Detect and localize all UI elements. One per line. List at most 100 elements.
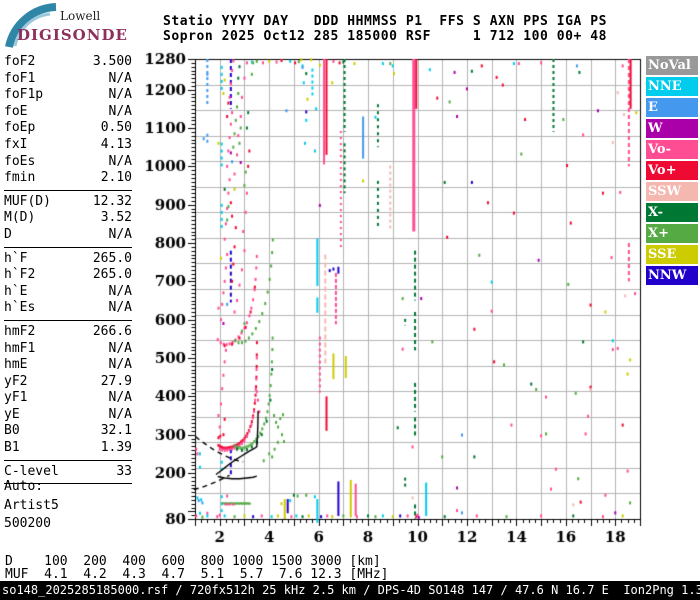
parameter-value: 1.39 bbox=[100, 440, 132, 456]
parameter-label: fmin bbox=[4, 170, 36, 186]
parameter-value: 33 bbox=[116, 463, 132, 479]
legend-item-x: X- bbox=[646, 203, 698, 222]
parameter-label: C-level bbox=[4, 463, 59, 479]
parameter-value: 265.0 bbox=[92, 267, 132, 283]
parameter-row: hmF1 N/A bbox=[4, 341, 132, 358]
parameter-row: C-level 33 bbox=[4, 464, 132, 481]
ionogram-plot bbox=[140, 45, 652, 545]
parameter-label: hmF2 bbox=[4, 323, 36, 339]
parameter-row: yF1 N/A bbox=[4, 390, 132, 407]
parameter-label: D bbox=[4, 226, 12, 242]
parameter-row: B1 1.39 bbox=[4, 440, 132, 457]
parameter-label: yF1 bbox=[4, 390, 28, 406]
legend-item-nne: NNE bbox=[646, 77, 698, 96]
parameter-label: foF2 bbox=[4, 54, 36, 69]
legend-item-vo: Vo- bbox=[646, 140, 698, 159]
parameter-value: 32.1 bbox=[100, 423, 132, 439]
parameter-label: h`Es bbox=[4, 300, 36, 316]
parameter-value: N/A bbox=[108, 70, 132, 86]
legend-item-x: X+ bbox=[646, 224, 698, 243]
parameter-row: h`F2 265.0 bbox=[4, 267, 132, 284]
parameter-value: N/A bbox=[108, 103, 132, 119]
parameter-value: N/A bbox=[108, 283, 132, 299]
status-bar: so148_2025285185000.rsf / 720fx512h 25 k… bbox=[0, 581, 700, 600]
legend-item-vo: Vo+ bbox=[646, 161, 698, 180]
parameter-value: 265.0 bbox=[92, 250, 132, 266]
legend-item-ssw: SSW bbox=[646, 182, 698, 201]
parameter-value: N/A bbox=[108, 87, 132, 103]
parameter-value: N/A bbox=[108, 340, 132, 356]
parameter-value: 3.52 bbox=[100, 210, 132, 226]
parameter-row: hmE N/A bbox=[4, 357, 132, 374]
parameter-label: foEs bbox=[4, 153, 36, 169]
parameter-value: N/A bbox=[108, 390, 132, 406]
parameter-value: 3.500 bbox=[92, 54, 132, 69]
parameter-row: h`F 265.0 bbox=[4, 251, 132, 268]
panel-divider bbox=[4, 246, 132, 248]
logo-arc-icon bbox=[5, 3, 57, 48]
parameter-value: 266.6 bbox=[92, 323, 132, 339]
legend-item-e: E bbox=[646, 98, 698, 117]
panel-divider bbox=[4, 319, 132, 321]
parameter-label: foF1 bbox=[4, 70, 36, 86]
parameter-label: yE bbox=[4, 406, 20, 422]
distance-row: D 100 200 400 600 800 1000 1500 3000 [km… bbox=[5, 554, 381, 569]
parameter-value: 12.32 bbox=[92, 193, 132, 209]
parameter-value: N/A bbox=[108, 153, 132, 169]
parameter-label: fxI bbox=[4, 136, 28, 152]
parameter-row: fmin 2.10 bbox=[4, 170, 132, 187]
parameter-row: foEs N/A bbox=[4, 154, 132, 171]
parameter-row: yF2 27.9 bbox=[4, 374, 132, 391]
panel-divider bbox=[4, 189, 132, 191]
parameter-value: N/A bbox=[108, 226, 132, 242]
parameter-row: D N/A bbox=[4, 227, 132, 244]
parameter-row: foE N/A bbox=[4, 104, 132, 121]
parameter-row: B0 32.1 bbox=[4, 423, 132, 440]
parameter-label: M(D) bbox=[4, 210, 36, 226]
parameter-label: yF2 bbox=[4, 373, 28, 389]
parameter-row: h`E N/A bbox=[4, 284, 132, 301]
parameter-label: B1 bbox=[4, 440, 20, 456]
parameter-value: N/A bbox=[108, 357, 132, 373]
parameter-label: hmE bbox=[4, 357, 28, 373]
parameter-value: 4.13 bbox=[100, 136, 132, 152]
parameter-row: hmF2 266.6 bbox=[4, 324, 132, 341]
logo-digisonde-text: DIGISONDE bbox=[17, 26, 128, 44]
muf-row: MUF 4.1 4.2 4.3 4.7 5.1 5.7 7.6 12.3 [MH… bbox=[5, 567, 389, 582]
autoscaler-info: Auto: Artist5 500200 bbox=[4, 479, 59, 531]
legend-item-nnw: NNW bbox=[646, 266, 698, 285]
legend-item-noval: NoVal bbox=[646, 56, 698, 75]
logo-lowell-text: Lowell bbox=[60, 9, 101, 23]
parameter-label: foE bbox=[4, 103, 28, 119]
parameter-label: MUF(D) bbox=[4, 193, 51, 209]
parameter-value: N/A bbox=[108, 300, 132, 316]
parameter-row: foEp 0.50 bbox=[4, 120, 132, 137]
parameter-label: hmF1 bbox=[4, 340, 36, 356]
panel-divider bbox=[4, 483, 132, 485]
parameter-row: M(D) 3.52 bbox=[4, 210, 132, 227]
parameter-label: B0 bbox=[4, 423, 20, 439]
parameter-label: h`F bbox=[4, 250, 28, 266]
legend-item-w: W bbox=[646, 119, 698, 138]
parameter-row: foF1p N/A bbox=[4, 87, 132, 104]
parameter-row: fxI 4.13 bbox=[4, 137, 132, 154]
parameter-panel: foF2 3.500 foF1 N/A foF1p N/A foE N/A foEp 0.50 fx… bbox=[4, 54, 132, 487]
parameter-row: h`Es N/A bbox=[4, 300, 132, 317]
parameter-label: foF1p bbox=[4, 87, 44, 103]
parameter-value: 0.50 bbox=[100, 120, 132, 136]
parameter-row: foF2 3.500 bbox=[4, 54, 132, 71]
digisonde-logo: Lowell DIGISONDE bbox=[2, 2, 152, 52]
parameter-row: MUF(D) 12.32 bbox=[4, 194, 132, 211]
parameter-label: h`E bbox=[4, 283, 28, 299]
parameter-value: 2.10 bbox=[100, 170, 132, 186]
panel-divider bbox=[4, 459, 132, 461]
legend-item-sse: SSE bbox=[646, 245, 698, 264]
parameter-label: h`F2 bbox=[4, 267, 36, 283]
parameter-value: N/A bbox=[108, 406, 132, 422]
parameter-value: 27.9 bbox=[100, 373, 132, 389]
parameter-row: foF1 N/A bbox=[4, 71, 132, 88]
parameter-row: yE N/A bbox=[4, 407, 132, 424]
header-values: Sopron 2025 Oct12 285 185000 RSF 1 712 1… bbox=[163, 29, 607, 44]
echo-color-legend: NoVal NNE E W Vo- Vo+ SSW X- X+ SSE NNW bbox=[646, 56, 698, 287]
header-columns: Statio YYYY DAY DDD HHMMSS P1 FFS S AXN … bbox=[163, 14, 607, 29]
